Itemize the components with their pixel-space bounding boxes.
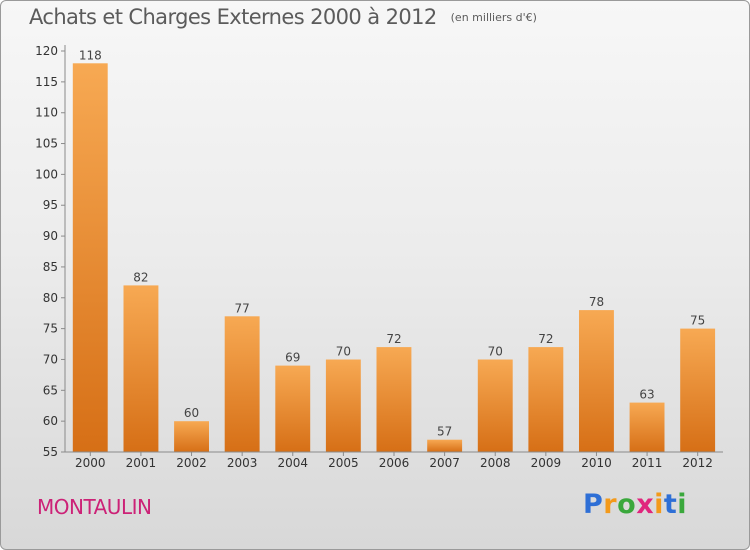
bar <box>629 402 665 452</box>
x-tick-label: 2007 <box>429 456 460 470</box>
bar <box>680 328 716 452</box>
bar <box>376 347 412 452</box>
data-label: 69 <box>285 351 300 365</box>
y-tick-label: 75 <box>43 322 58 336</box>
x-tick-label: 2010 <box>581 456 612 470</box>
bar <box>174 421 209 452</box>
x-tick-label: 2004 <box>277 456 308 470</box>
chart-unit: (en milliers d'€) <box>450 11 537 24</box>
data-label: 75 <box>690 314 705 328</box>
x-axis: 2000 2001 2002 2003 2004 2005 2006 2007 2008 2009… <box>65 451 723 470</box>
logo-letter: i <box>677 489 688 520</box>
y-axis: 55 60 65 70 75 80 85 90 95 100 105 110 115 120 <box>35 44 66 459</box>
y-tick-label: 120 <box>35 44 58 58</box>
bar <box>325 359 361 452</box>
y-tick-label: 110 <box>35 106 58 120</box>
data-label: 77 <box>235 301 250 315</box>
x-tick-label: 2001 <box>126 456 157 470</box>
y-tick-label: 90 <box>43 229 58 243</box>
x-tick-label: 2006 <box>379 456 410 470</box>
data-label: 70 <box>336 344 351 358</box>
y-tick-label: 85 <box>43 260 58 274</box>
y-tick-label: 105 <box>35 137 58 151</box>
data-label: 78 <box>589 295 604 309</box>
bar <box>275 365 311 452</box>
y-tick-label: 95 <box>43 198 58 212</box>
data-label: 72 <box>386 332 401 346</box>
bar <box>477 359 513 452</box>
bar <box>427 439 463 452</box>
data-label: 70 <box>488 344 503 358</box>
logo-letter: x <box>636 489 655 520</box>
logo-letter: P <box>583 489 604 520</box>
bar-series: 118 82 60 77 69 70 72 57 70 72 78 63 75 <box>72 48 716 453</box>
x-tick-label: 2009 <box>531 456 562 470</box>
data-label: 82 <box>133 270 148 284</box>
y-tick-label: 80 <box>43 291 58 305</box>
y-tick-label: 60 <box>43 414 58 428</box>
x-tick-label: 2000 <box>75 456 106 470</box>
y-tick-label: 65 <box>43 383 58 397</box>
x-tick-label: 2005 <box>328 456 359 470</box>
y-tick-label: 115 <box>35 75 58 89</box>
logo-letter: t <box>663 489 678 520</box>
data-label: 60 <box>184 406 199 420</box>
bar <box>224 316 260 452</box>
data-label: 63 <box>639 388 654 402</box>
data-label: 72 <box>538 332 553 346</box>
data-label: 118 <box>79 48 102 62</box>
proxiti-logo[interactable]: Proxiti <box>583 489 687 520</box>
x-tick-label: 2003 <box>227 456 258 470</box>
bar <box>579 310 614 452</box>
logo-letter: o <box>617 489 637 520</box>
y-tick-label: 55 <box>43 445 58 459</box>
commune-name: MONTAULIN <box>37 495 152 519</box>
bar <box>123 285 159 452</box>
bar <box>72 63 108 453</box>
data-label: 57 <box>437 425 452 439</box>
x-tick-label: 2011 <box>632 456 663 470</box>
chart-title: Achats et Charges Externes 2000 à 2012 (e… <box>29 5 537 29</box>
x-tick-label: 2002 <box>176 456 207 470</box>
y-tick-label: 70 <box>43 352 58 366</box>
y-tick-label: 100 <box>35 167 58 181</box>
bar <box>528 347 564 452</box>
chart-title-text: Achats et Charges Externes 2000 à 2012 <box>29 5 437 29</box>
x-tick-label: 2012 <box>682 456 713 470</box>
x-tick-label: 2008 <box>480 456 511 470</box>
logo-letter: i <box>654 489 664 520</box>
logo-letter: r <box>603 489 618 520</box>
